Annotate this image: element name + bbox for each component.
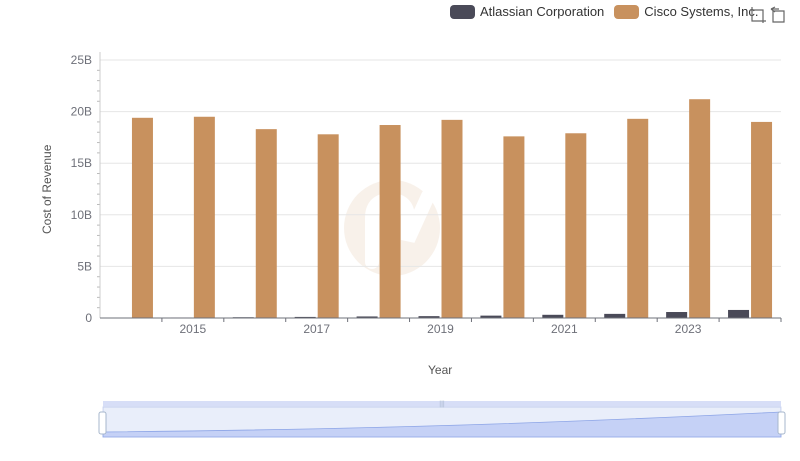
bar-cisco[interactable]: [131, 117, 153, 319]
bar-atlassian[interactable]: [728, 309, 750, 318]
legend-label-cisco: Cisco Systems, Inc.: [644, 4, 759, 19]
bar-atlassian[interactable]: [294, 316, 316, 318]
bar-layer: [108, 99, 773, 319]
legend-item-atlassian[interactable]: Atlassian Corporation: [450, 4, 604, 19]
slider-selection[interactable]: [103, 407, 781, 437]
bar-cisco[interactable]: [751, 121, 773, 318]
legend-swatch-cisco: [614, 4, 640, 19]
x-tick-label: 2021: [551, 322, 578, 336]
x-tick-label: 2023: [675, 322, 702, 336]
toolbox: [747, 6, 787, 24]
bar-cisco[interactable]: [503, 136, 525, 318]
x-tick-label: 2017: [303, 322, 330, 336]
data-zoom-slider[interactable]: |||: [98, 401, 786, 438]
legend: Atlassian Corporation Cisco Systems, Inc…: [450, 4, 768, 19]
y-tick-label: 5B: [77, 259, 92, 273]
bar-cisco[interactable]: [441, 119, 463, 318]
legend-label-atlassian: Atlassian Corporation: [480, 4, 605, 19]
bar-cisco[interactable]: [255, 129, 277, 318]
bar-atlassian[interactable]: [542, 314, 564, 318]
slider-grip[interactable]: |||: [439, 401, 445, 408]
bar-atlassian[interactable]: [604, 313, 626, 318]
y-tick-label: 10B: [71, 208, 92, 222]
axes: 0 5B 10B 15B 20B 25B 2015 2017 2019 2021 2023: [71, 52, 782, 336]
y-tick-label: 0: [85, 311, 92, 325]
x-tick-label: 2019: [427, 322, 454, 336]
bar-cisco[interactable]: [627, 118, 649, 318]
slider-preview-area: [102, 411, 782, 438]
x-tick-label: 2015: [180, 322, 207, 336]
slider-handle-left[interactable]: [98, 411, 107, 435]
zoom-icon[interactable]: [749, 6, 767, 24]
bar-cisco[interactable]: [689, 99, 711, 318]
x-axis-title: Year: [428, 363, 453, 377]
legend-swatch-atlassian: [450, 4, 475, 19]
bar-atlassian[interactable]: [356, 316, 378, 318]
restore-icon[interactable]: [769, 6, 787, 24]
bar-cisco[interactable]: [317, 134, 339, 318]
y-tick-label: 20B: [71, 105, 92, 119]
bar-cisco[interactable]: [565, 133, 587, 318]
bar-atlassian[interactable]: [480, 315, 502, 318]
y-tick-label: 25B: [71, 53, 92, 67]
legend-item-cisco[interactable]: Cisco Systems, Inc.: [614, 4, 758, 19]
bar-cisco[interactable]: [379, 125, 401, 319]
slider-top-bar[interactable]: [103, 401, 781, 407]
bar-cisco[interactable]: [193, 116, 215, 318]
bar-atlassian[interactable]: [418, 316, 440, 318]
y-tick-label: 15B: [71, 156, 92, 170]
bar-atlassian[interactable]: [666, 312, 688, 318]
y-axis-title: Cost of Revenue: [40, 144, 54, 234]
slider-handle-right[interactable]: [777, 411, 786, 435]
